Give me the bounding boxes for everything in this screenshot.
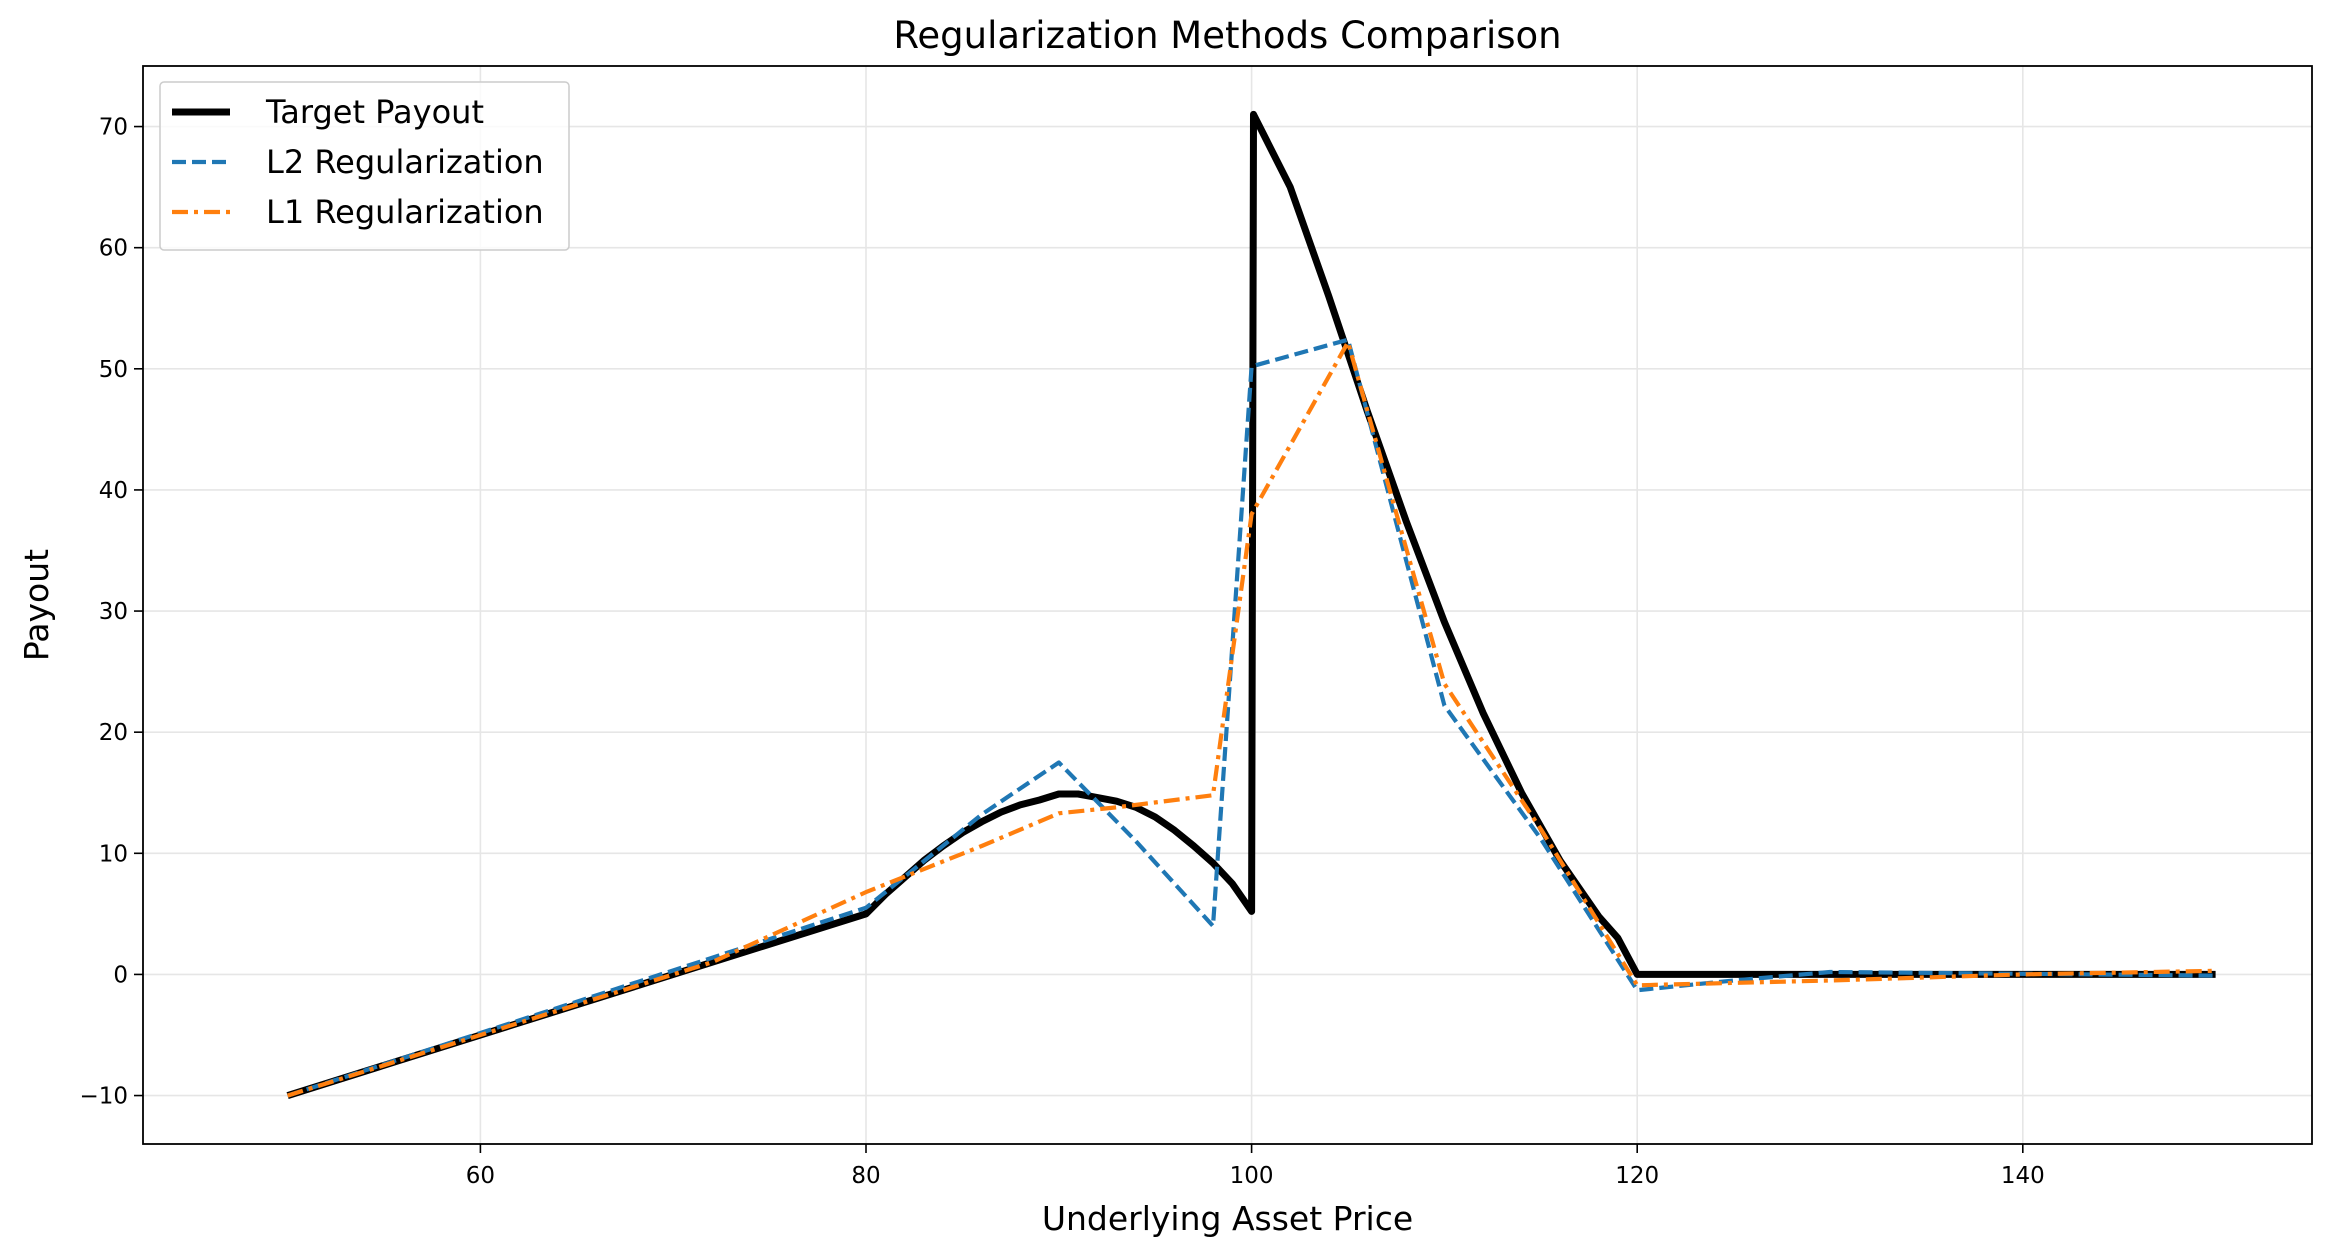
legend-label: L1 Regularization (266, 193, 544, 231)
x-tick-label: 60 (466, 1163, 495, 1189)
y-tick-label: −10 (79, 1084, 128, 1110)
x-axis-title: Underlying Asset Price (1042, 1199, 1413, 1238)
legend: Target Payout L2 Regularization L1 Regular… (159, 81, 570, 251)
x-tick-label: 80 (851, 1163, 880, 1189)
plot-area-frame (142, 65, 2313, 1145)
legend-label: L2 Regularization (266, 143, 544, 181)
x-tick-label: 140 (2001, 1163, 2045, 1189)
y-tick-label: 50 (99, 357, 128, 383)
legend-label: Target Payout (265, 93, 484, 131)
y-tick-label: 60 (99, 236, 128, 262)
y-tick-label: 20 (99, 720, 128, 746)
legend-box (159, 81, 570, 251)
y-tick-label: 10 (99, 841, 128, 867)
x-tick-label: 100 (1230, 1163, 1274, 1189)
chart-title: Regularization Methods Comparison (893, 14, 1561, 57)
series-line-l2-regularization (286, 337, 2216, 1098)
y-tick-label: 0 (113, 962, 128, 988)
x-tick-label: 120 (1615, 1163, 1659, 1189)
series-lines (286, 110, 2216, 1099)
y-tick-label: 40 (99, 478, 128, 504)
y-tick-label: 30 (99, 599, 128, 625)
axis-ticks: 60 80 100 120 140 −10 0 10 20 30 40 50 60 70 (79, 115, 2044, 1189)
y-axis-title: Payout (17, 549, 56, 661)
series-line-l1-regularization (286, 340, 2216, 1098)
y-tick-label: 70 (99, 115, 128, 141)
